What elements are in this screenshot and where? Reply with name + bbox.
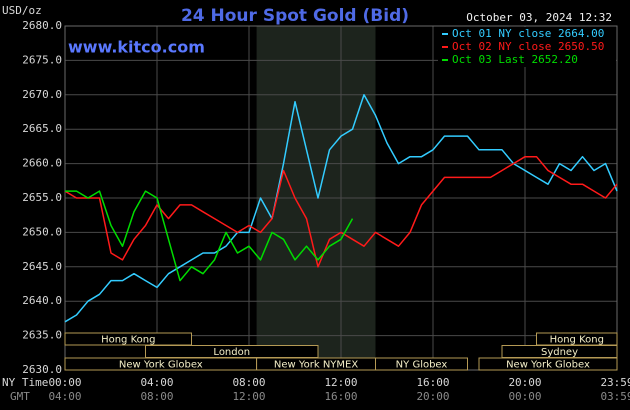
x-tick-label: 08:00 bbox=[232, 376, 265, 389]
session-box bbox=[478, 357, 618, 371]
y-tick-label: 2665.0 bbox=[22, 122, 62, 135]
x-tick-label: 04:00 bbox=[140, 376, 173, 389]
gmt-tick-label: 08:00 bbox=[140, 390, 173, 403]
session-label: NY Globex bbox=[396, 360, 448, 371]
x-row-label: GMT bbox=[10, 390, 30, 403]
legend-label: Oct 01 NY close 2664.00 bbox=[452, 27, 604, 40]
gmt-tick-label: 03:59 bbox=[600, 390, 630, 403]
session-box bbox=[64, 332, 192, 346]
y-tick-label: 2660.0 bbox=[22, 157, 62, 170]
y-tick-label: 2655.0 bbox=[22, 191, 62, 204]
session-label: London bbox=[213, 347, 250, 358]
y-tick-label: 2630.0 bbox=[22, 363, 62, 376]
series-line bbox=[64, 94, 618, 323]
session-box bbox=[375, 357, 468, 371]
gmt-tick-label: 04:00 bbox=[48, 390, 81, 403]
y-tick-label: 2680.0 bbox=[22, 19, 62, 32]
legend-box bbox=[438, 27, 616, 67]
y-tick-label: 2650.0 bbox=[22, 225, 62, 238]
legend-label: Oct 02 NY close 2650.50 bbox=[452, 40, 604, 53]
gmt-tick-label: 12:00 bbox=[232, 390, 265, 403]
y-tick-label: 2635.0 bbox=[22, 329, 62, 342]
session-label: New York Globex bbox=[119, 360, 203, 371]
y-tick-label: 2675.0 bbox=[22, 53, 62, 66]
x-tick-label: 12:00 bbox=[324, 376, 357, 389]
series-line bbox=[64, 155, 618, 268]
x-tick-label: 23:59 bbox=[600, 376, 630, 389]
series-line bbox=[65, 190, 354, 282]
gmt-tick-label: 16:00 bbox=[324, 390, 357, 403]
session-label: New York NYMEX bbox=[274, 360, 359, 371]
gmt-tick-label: 20:00 bbox=[416, 390, 449, 403]
y-tick-label: 2640.0 bbox=[22, 294, 62, 307]
legend-label: Oct 03 Last 2652.20 bbox=[452, 53, 578, 66]
watermark: www.kitco.com bbox=[68, 38, 205, 57]
x-tick-label: 16:00 bbox=[416, 376, 449, 389]
gmt-tick-label: 00:00 bbox=[508, 390, 541, 403]
session-label: Hong Kong bbox=[101, 335, 155, 346]
x-tick-label: 00:00 bbox=[48, 376, 81, 389]
session-label: Sydney bbox=[541, 347, 578, 358]
timestamp: October 03, 2024 12:32 bbox=[466, 11, 612, 24]
y-tick-label: 2645.0 bbox=[22, 260, 62, 273]
x-row-label: NY Time bbox=[2, 376, 48, 389]
y-tick-label: 2670.0 bbox=[22, 88, 62, 101]
session-label: New York Globex bbox=[506, 360, 590, 371]
chart-title: 24 Hour Spot Gold (Bid) bbox=[181, 6, 409, 26]
unit-label: USD/oz bbox=[2, 4, 42, 17]
x-tick-label: 20:00 bbox=[508, 376, 541, 389]
session-label: Hong Kong bbox=[550, 335, 604, 346]
